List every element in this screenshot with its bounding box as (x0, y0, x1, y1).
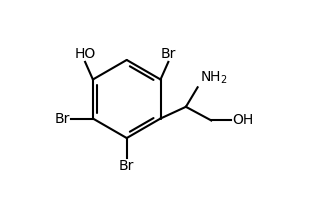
Text: Br: Br (119, 159, 134, 172)
Text: Br: Br (55, 111, 71, 126)
Text: Br: Br (161, 47, 176, 61)
Text: OH: OH (232, 113, 253, 128)
Text: HO: HO (75, 47, 96, 61)
Text: NH$_2$: NH$_2$ (200, 70, 227, 86)
